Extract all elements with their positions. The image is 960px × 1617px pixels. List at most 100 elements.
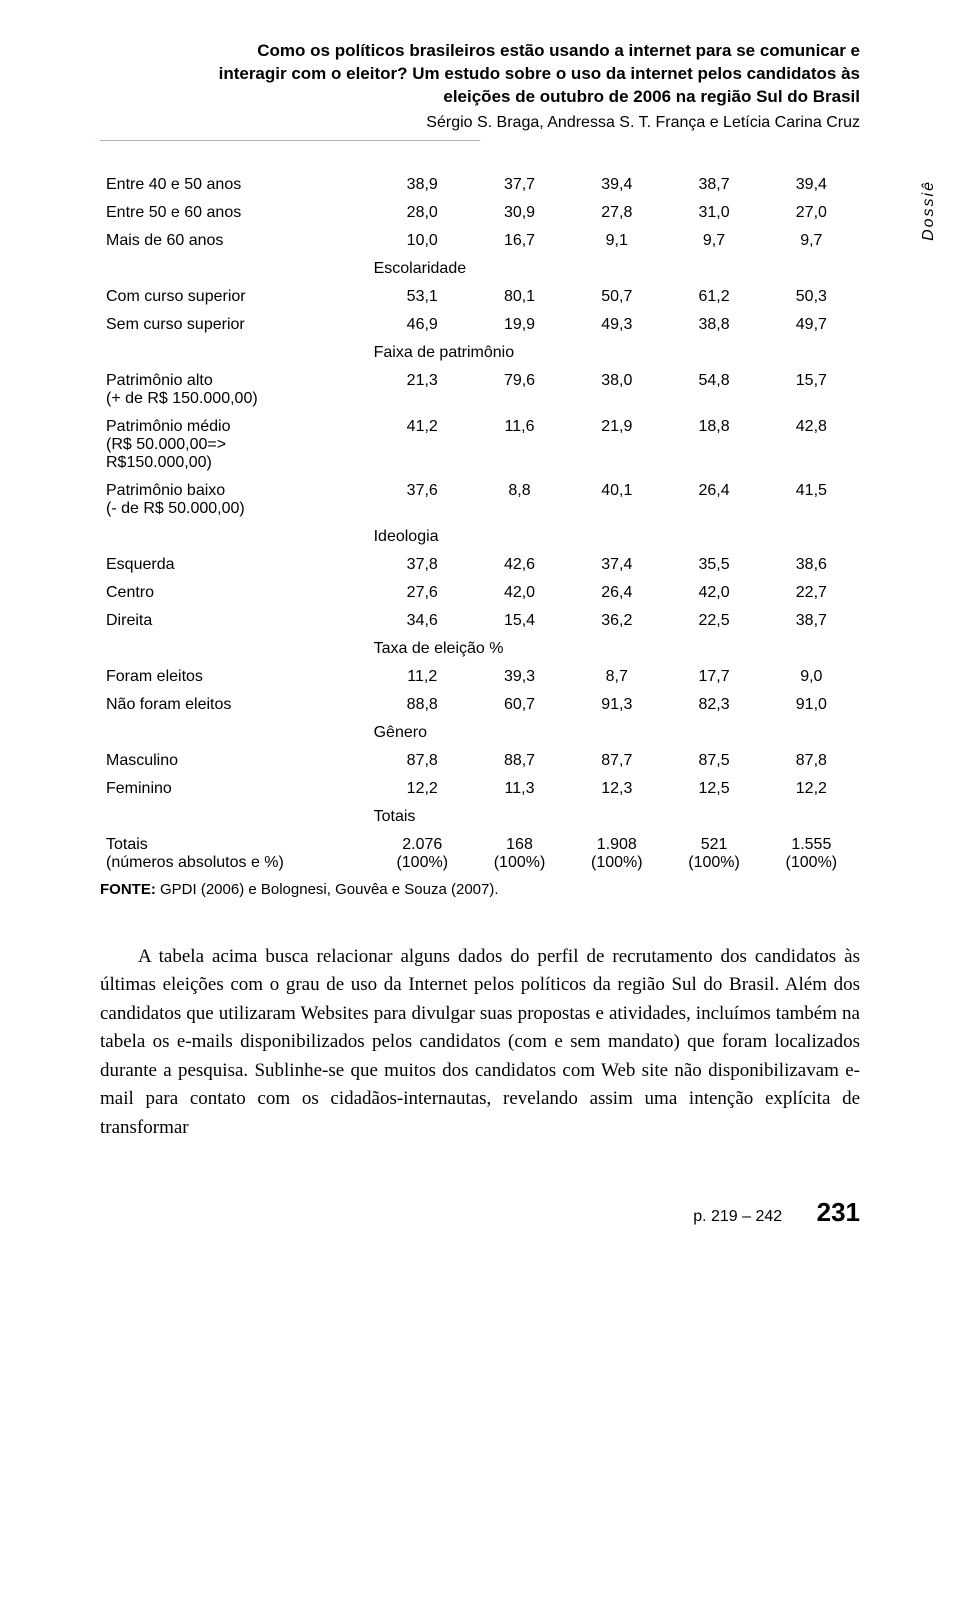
cell-value: 50,3: [763, 283, 860, 311]
cell-value: 40,1: [568, 477, 665, 523]
cell-value: 27,8: [568, 199, 665, 227]
dossie-label: Dossiê: [920, 180, 938, 241]
cell-value: 30,9: [471, 199, 568, 227]
cell-value: 8,8: [471, 477, 568, 523]
cell-value: 15,7: [763, 367, 860, 413]
cell-value: 39,3: [471, 663, 568, 691]
cell-value: 11,3: [471, 775, 568, 803]
row-label: Patrimônio médio(R$ 50.000,00=>R$150.000…: [100, 413, 374, 477]
body-paragraph: A tabela acima busca relacionar alguns d…: [100, 943, 860, 1143]
cell-value: 37,6: [374, 477, 471, 523]
cell-value: 91,0: [763, 691, 860, 719]
cell-value: 37,7: [471, 171, 568, 199]
table-row: Centro27,642,026,442,022,7: [100, 579, 860, 607]
row-label: Patrimônio alto(+ de R$ 150.000,00): [100, 367, 374, 413]
cell-value: 42,6: [471, 551, 568, 579]
cell-value: 38,0: [568, 367, 665, 413]
cell-value: 31,0: [665, 199, 762, 227]
cell-value: 49,3: [568, 311, 665, 339]
row-label: Centro: [100, 579, 374, 607]
cell-value: 36,2: [568, 607, 665, 635]
table-row: Com curso superior53,180,150,761,250,3: [100, 283, 860, 311]
data-table: Entre 40 e 50 anos38,937,739,438,739,4En…: [100, 171, 860, 877]
cell-value: 27,0: [763, 199, 860, 227]
cell-value: 26,4: [665, 477, 762, 523]
cell-value: 21,9: [568, 413, 665, 477]
cell-value: 168(100%): [471, 831, 568, 877]
page-header: Como os políticos brasileiros estão usan…: [100, 40, 860, 141]
page-range: p. 219 – 242: [693, 1208, 782, 1226]
cell-value: 26,4: [568, 579, 665, 607]
source-label: FONTE:: [100, 881, 156, 898]
cell-value: 50,7: [568, 283, 665, 311]
table-row: Entre 50 e 60 anos28,030,927,831,027,0: [100, 199, 860, 227]
cell-value: 42,8: [763, 413, 860, 477]
section-header-row: Escolaridade: [100, 255, 860, 283]
table-row: Não foram eleitos88,860,791,382,391,0: [100, 691, 860, 719]
table-row: Foram eleitos11,239,38,717,79,0: [100, 663, 860, 691]
cell-value: 91,3: [568, 691, 665, 719]
table-row: Entre 40 e 50 anos38,937,739,438,739,4: [100, 171, 860, 199]
section-header: Escolaridade: [374, 255, 860, 283]
table-row: Masculino87,888,787,787,587,8: [100, 747, 860, 775]
cell-value: 37,4: [568, 551, 665, 579]
cell-value: 38,7: [763, 607, 860, 635]
cell-value: 15,4: [471, 607, 568, 635]
cell-value: 1.908(100%): [568, 831, 665, 877]
cell-value: 22,5: [665, 607, 762, 635]
cell-value: 42,0: [665, 579, 762, 607]
cell-value: 8,7: [568, 663, 665, 691]
section-header: Ideologia: [374, 523, 860, 551]
cell-value: 49,7: [763, 311, 860, 339]
cell-value: 28,0: [374, 199, 471, 227]
row-label: Mais de 60 anos: [100, 227, 374, 255]
cell-value: 80,1: [471, 283, 568, 311]
cell-value: 87,5: [665, 747, 762, 775]
cell-value: 53,1: [374, 283, 471, 311]
cell-value: 41,2: [374, 413, 471, 477]
cell-value: 22,7: [763, 579, 860, 607]
section-header-row: Gênero: [100, 719, 860, 747]
row-label: Esquerda: [100, 551, 374, 579]
cell-value: 10,0: [374, 227, 471, 255]
cell-value: 37,8: [374, 551, 471, 579]
page-number: 231: [817, 1197, 860, 1228]
section-header-row: Taxa de eleição %: [100, 635, 860, 663]
header-divider: [100, 140, 480, 141]
cell-value: 38,8: [665, 311, 762, 339]
cell-value: 82,3: [665, 691, 762, 719]
table-row: Sem curso superior46,919,949,338,849,7: [100, 311, 860, 339]
row-label: Masculino: [100, 747, 374, 775]
section-header: Gênero: [374, 719, 860, 747]
cell-value: 87,7: [568, 747, 665, 775]
title-line-3: eleições de outubro de 2006 na região Su…: [443, 87, 860, 106]
table-row: Feminino12,211,312,312,512,2: [100, 775, 860, 803]
cell-value: 12,3: [568, 775, 665, 803]
cell-value: 17,7: [665, 663, 762, 691]
article-authors: Sérgio S. Braga, Andressa S. T. França e…: [100, 114, 860, 132]
cell-value: 38,7: [665, 171, 762, 199]
cell-value: 27,6: [374, 579, 471, 607]
cell-value: 88,8: [374, 691, 471, 719]
cell-value: 87,8: [763, 747, 860, 775]
row-label: Direita: [100, 607, 374, 635]
row-label: Feminino: [100, 775, 374, 803]
section-header-row: Ideologia: [100, 523, 860, 551]
article-title: Como os políticos brasileiros estão usan…: [100, 40, 860, 109]
table-row: Patrimônio médio(R$ 50.000,00=>R$150.000…: [100, 413, 860, 477]
section-header-row: Totais: [100, 803, 860, 831]
cell-value: 12,2: [374, 775, 471, 803]
row-label: Com curso superior: [100, 283, 374, 311]
table-row: Mais de 60 anos10,016,79,19,79,7: [100, 227, 860, 255]
cell-value: 54,8: [665, 367, 762, 413]
title-line-1: Como os políticos brasileiros estão usan…: [257, 41, 860, 60]
source-text: GPDI (2006) e Bolognesi, Gouvêa e Souza …: [156, 881, 499, 898]
row-label: Entre 40 e 50 anos: [100, 171, 374, 199]
cell-value: 2.076(100%): [374, 831, 471, 877]
table-row: Patrimônio baixo(- de R$ 50.000,00)37,68…: [100, 477, 860, 523]
section-header: Totais: [374, 803, 860, 831]
cell-value: 60,7: [471, 691, 568, 719]
cell-value: 9,7: [763, 227, 860, 255]
cell-value: 39,4: [763, 171, 860, 199]
row-label: Patrimônio baixo(- de R$ 50.000,00): [100, 477, 374, 523]
